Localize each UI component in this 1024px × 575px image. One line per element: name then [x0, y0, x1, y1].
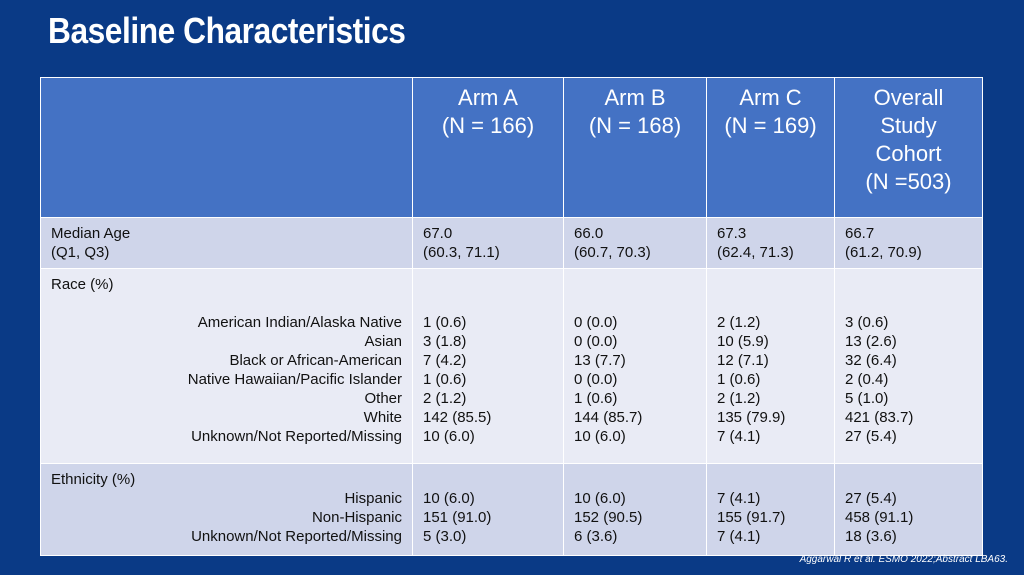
ethnicity-label: Ethnicity (%)	[51, 471, 136, 488]
age-arm-c: 67.3 (62.4, 71.3)	[706, 217, 835, 269]
race-arm-b: 0 (0.0) 0 (0.0) 13 (7.7) 0 (0.0) 1 (0.6)…	[563, 268, 707, 464]
ethnicity-arm-b: 10 (6.0) 152 (90.5) 6 (3.6)	[563, 463, 707, 556]
race-row: Race (%) American Indian/Alaska Native A…	[40, 268, 983, 464]
table-header-row: Arm A (N = 166) Arm B (N = 168) Arm C (N…	[40, 77, 983, 218]
header-overall: Overall Study Cohort (N =503)	[834, 77, 983, 218]
age-overall: 66.7 (61.2, 70.9)	[834, 217, 983, 269]
ethnicity-arm-c: 7 (4.1) 155 (91.7) 7 (4.1)	[706, 463, 835, 556]
slide-title: Baseline Characteristics	[48, 10, 406, 51]
age-arm-a: 67.0 (60.3, 71.1)	[412, 217, 564, 269]
race-label: Race (%)	[51, 276, 114, 293]
age-label: Median Age (Q1, Q3)	[40, 217, 413, 269]
race-label-cell: Race (%) American Indian/Alaska Native A…	[40, 268, 413, 464]
baseline-table: Arm A (N = 166) Arm B (N = 168) Arm C (N…	[40, 77, 983, 556]
age-arm-b: 66.0 (60.7, 70.3)	[563, 217, 707, 269]
age-row: Median Age (Q1, Q3) 67.0 (60.3, 71.1) 66…	[40, 217, 983, 269]
race-arm-a: 1 (0.6) 3 (1.8) 7 (4.2) 1 (0.6) 2 (1.2) …	[412, 268, 564, 464]
ethnicity-overall: 27 (5.4) 458 (91.1) 18 (3.6)	[834, 463, 983, 556]
header-arm-a: Arm A (N = 166)	[412, 77, 564, 218]
header-arm-c: Arm C (N = 169)	[706, 77, 835, 218]
race-overall: 3 (0.6) 13 (2.6) 32 (6.4) 2 (0.4) 5 (1.0…	[834, 268, 983, 464]
ethnicity-arm-a: 10 (6.0) 151 (91.0) 5 (3.0)	[412, 463, 564, 556]
header-arm-b: Arm B (N = 168)	[563, 77, 707, 218]
race-arm-c: 2 (1.2) 10 (5.9) 12 (7.1) 1 (0.6) 2 (1.2…	[706, 268, 835, 464]
citation-footer: Aggarwal R et al. ESMO 2022;Abstract LBA…	[799, 554, 1008, 565]
header-empty	[40, 77, 413, 218]
ethnicity-label-cell: Ethnicity (%) Hispanic Non-Hispanic Unkn…	[40, 463, 413, 556]
ethnicity-row: Ethnicity (%) Hispanic Non-Hispanic Unkn…	[40, 463, 983, 556]
